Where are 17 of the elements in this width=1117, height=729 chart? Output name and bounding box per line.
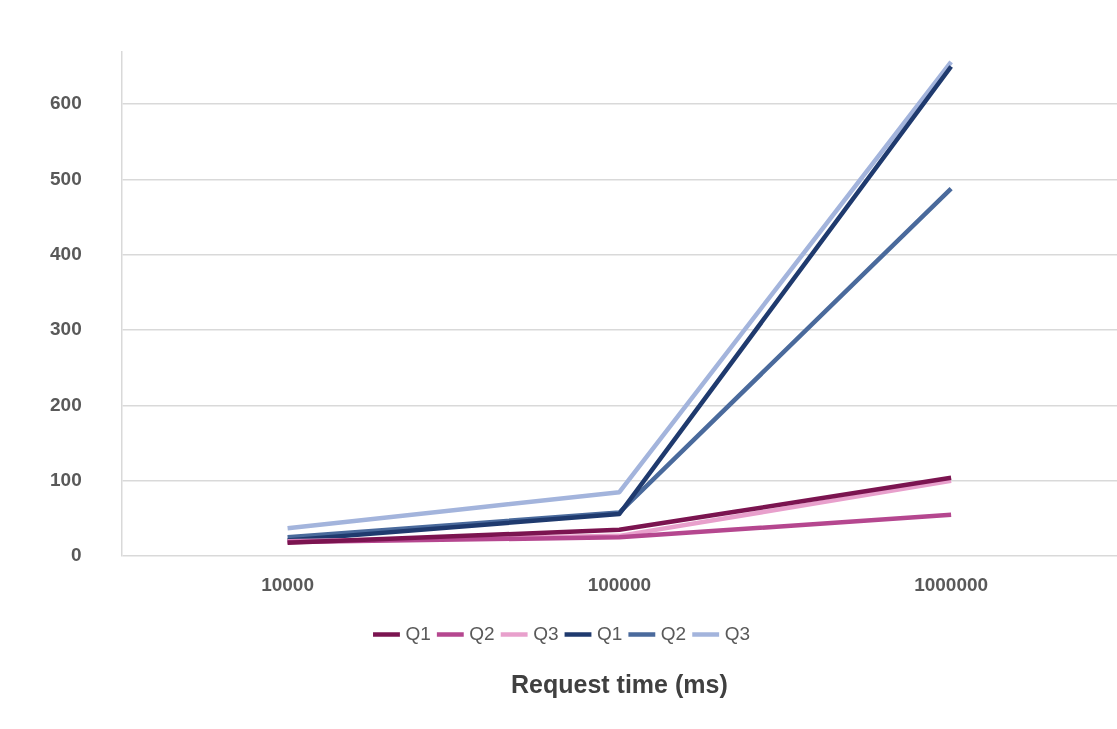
y-tick-label: 600: [50, 92, 82, 114]
legend-label: Q2: [469, 622, 495, 644]
y-tick-label: 300: [50, 318, 82, 340]
y-tick-label: 100: [50, 469, 82, 491]
y-tick-label: 200: [50, 393, 82, 415]
y-tick-label: 500: [50, 167, 82, 189]
x-axis-title: Request time (ms): [510, 669, 728, 698]
x-tick-label: 10000: [261, 573, 315, 595]
y-tick-label: 400: [50, 243, 82, 265]
legend-label: Q1: [405, 622, 431, 644]
y-tick-label: 0: [71, 544, 82, 566]
legend-label: Q1: [597, 622, 623, 644]
legend-label: Q2: [660, 622, 687, 644]
x-tick-label: 100000: [587, 573, 652, 595]
legend-label: Q3: [724, 622, 751, 644]
x-tick-label: 1000000: [914, 573, 989, 595]
legend-label: Q3: [533, 622, 559, 644]
